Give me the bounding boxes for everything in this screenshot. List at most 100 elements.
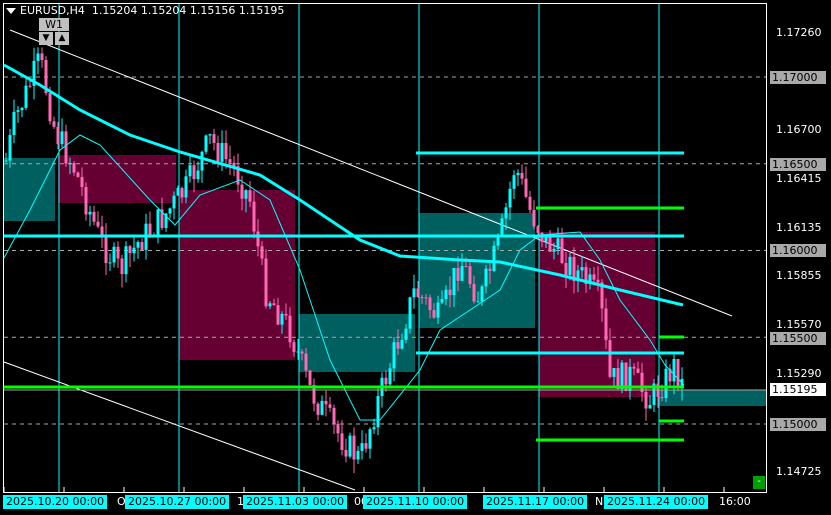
- bear-candle: [40, 53, 44, 61]
- bull-candle: [32, 60, 36, 86]
- bear-candle: [52, 121, 56, 127]
- period-up-button[interactable]: ▲: [55, 32, 69, 45]
- bear-candle: [272, 303, 276, 306]
- open-price: 1.15204: [91, 4, 138, 17]
- bear-candle: [616, 368, 620, 390]
- period-down-button[interactable]: ▼: [39, 32, 53, 45]
- bear-candle: [312, 384, 316, 404]
- bear-candle: [548, 234, 552, 252]
- bull-candle: [244, 190, 248, 199]
- bear-candle: [116, 246, 120, 259]
- bull-candle: [136, 242, 140, 248]
- bear-candle: [536, 226, 540, 233]
- bear-candle: [328, 404, 332, 408]
- bull-candle: [400, 339, 404, 349]
- bear-candle: [344, 450, 348, 457]
- bull-candle: [60, 131, 64, 145]
- level-label: 1.15000: [770, 418, 826, 431]
- bull-candle: [4, 160, 8, 162]
- bear-candle: [44, 60, 48, 94]
- bear-candle: [532, 209, 536, 227]
- bull-candle: [652, 383, 656, 405]
- bear-candle: [252, 201, 256, 232]
- bear-candle: [468, 266, 472, 284]
- bear-candle: [488, 268, 492, 271]
- bear-candle: [324, 400, 328, 405]
- bear-candle: [28, 85, 32, 87]
- bear-candle: [640, 372, 644, 392]
- bear-candle: [384, 377, 388, 385]
- bear-candle: [420, 297, 424, 299]
- bull-candle: [220, 143, 224, 162]
- bull-candle: [196, 170, 200, 180]
- bear-candle: [264, 258, 268, 307]
- bull-candle: [508, 188, 512, 208]
- bull-candle: [544, 234, 548, 242]
- price-tick: 1.17260: [776, 26, 822, 39]
- bull-candle: [12, 111, 16, 136]
- bull-candle: [200, 151, 204, 171]
- supply-zone: [179, 190, 295, 360]
- bull-candle: [320, 400, 324, 415]
- bear-candle: [676, 358, 680, 387]
- bull-candle: [132, 247, 136, 254]
- price-tick: 1.15855: [776, 269, 822, 282]
- bull-candle: [628, 366, 632, 391]
- bear-candle: [64, 131, 68, 164]
- bull-candle: [648, 404, 652, 409]
- time-label: 2025.11.10 00:00: [363, 495, 468, 509]
- bear-candle: [80, 176, 84, 187]
- bull-candle: [296, 351, 300, 353]
- minimize-button[interactable]: -: [753, 476, 765, 489]
- bear-candle: [396, 342, 400, 349]
- bull-candle: [164, 213, 168, 228]
- dropdown-triangle-icon[interactable]: [6, 8, 16, 14]
- bull-candle: [672, 358, 676, 382]
- bear-candle: [316, 403, 320, 415]
- bull-candle: [516, 172, 520, 176]
- period-button[interactable]: W1: [39, 18, 69, 31]
- bull-candle: [376, 396, 380, 428]
- demand-zone: [419, 213, 535, 328]
- price-tick: 1.16135: [776, 221, 822, 234]
- bear-candle: [564, 263, 568, 275]
- bear-candle: [600, 282, 604, 309]
- bull-candle: [356, 450, 360, 460]
- bear-candle: [668, 368, 672, 382]
- bull-candle: [88, 211, 92, 215]
- bull-candle: [348, 435, 352, 457]
- high-price: 1.15204: [140, 4, 187, 17]
- bear-candle: [288, 315, 292, 343]
- bull-candle: [568, 256, 572, 275]
- bear-candle: [644, 391, 648, 409]
- bear-candle: [284, 313, 288, 316]
- bull-candle: [576, 270, 580, 282]
- low-price: 1.15156: [189, 4, 236, 17]
- level-label: 1.15500: [770, 332, 826, 345]
- time-label-partial: N: [595, 495, 604, 508]
- bull-candle: [112, 246, 116, 263]
- bear-candle: [180, 187, 184, 198]
- bear-candle: [304, 353, 308, 371]
- bull-candle: [460, 266, 464, 281]
- bear-candle: [260, 246, 264, 259]
- bull-candle: [452, 268, 456, 296]
- bull-candle: [208, 134, 212, 136]
- bull-candle: [360, 443, 364, 451]
- bull-candle: [172, 195, 176, 209]
- bull-candle: [492, 245, 496, 271]
- bear-candle: [232, 162, 236, 167]
- time-label: 2025.10.27 00:00: [125, 495, 230, 509]
- bull-candle: [504, 207, 508, 219]
- bull-candle: [280, 313, 284, 325]
- bear-candle: [624, 362, 628, 391]
- bear-candle: [584, 267, 588, 285]
- bull-candle: [16, 110, 20, 112]
- bear-candle: [140, 242, 144, 250]
- demand-zone: [658, 390, 766, 406]
- time-label-partial: 1: [237, 495, 244, 508]
- bear-candle: [632, 366, 636, 369]
- bull-candle: [484, 268, 488, 287]
- bear-candle: [224, 143, 228, 160]
